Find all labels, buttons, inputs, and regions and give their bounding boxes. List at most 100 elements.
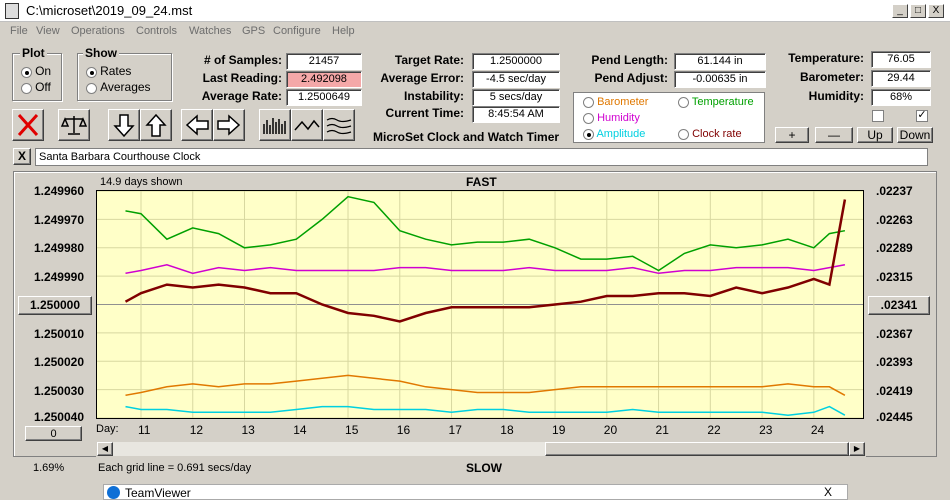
scroll-thumb[interactable] — [545, 442, 849, 456]
temperature-option[interactable]: Temperature — [678, 96, 754, 108]
balance-button[interactable] — [58, 109, 90, 141]
series-line-barometer — [125, 374, 846, 397]
instability-label: Instability: — [403, 89, 464, 103]
barometer-env-label: Barometer: — [799, 70, 864, 84]
target-rate-field[interactable]: 1.2500000 — [472, 53, 560, 70]
series-line-temperature — [125, 195, 846, 272]
fast-label: FAST — [466, 175, 497, 189]
menu-file[interactable]: File — [10, 25, 28, 37]
clear-clock-button[interactable]: X — [13, 148, 31, 165]
right-axis-tick: .02289 — [876, 241, 913, 255]
current-time-field: 8:45:54 AM — [472, 106, 560, 123]
arrow-left-icon — [185, 114, 209, 136]
day-tick-label: 24 — [810, 423, 825, 437]
teamviewer-icon — [107, 486, 120, 499]
humidity-env-label: Humidity: — [808, 89, 864, 103]
teamviewer-title: TeamViewer — [125, 486, 191, 500]
maximize-button[interactable]: □ — [910, 4, 926, 18]
close-button[interactable]: X — [928, 4, 944, 18]
show-averages-option[interactable]: Averages — [86, 80, 151, 94]
plot-off-option[interactable]: Off — [21, 80, 51, 94]
humidity-radio[interactable] — [583, 112, 594, 124]
down-arrow-button[interactable] — [108, 109, 140, 141]
up-arrow-button[interactable] — [140, 109, 172, 141]
right-axis-tick: .02263 — [876, 213, 913, 227]
humidity-option[interactable]: Humidity — [583, 112, 640, 124]
series-line-clock-rate — [124, 199, 847, 323]
humidity-label: Humidity — [597, 112, 640, 124]
scroll-right-arrow[interactable]: ▶ — [849, 442, 865, 456]
samples-field: 21457 — [286, 53, 362, 70]
plot-off-label: Off — [35, 80, 51, 94]
plus-button[interactable]: + — [775, 127, 809, 143]
show-rates-option[interactable]: Rates — [86, 64, 131, 78]
teamviewer-window-bar[interactable]: TeamViewer X — [103, 484, 848, 500]
amplitude-radio[interactable] — [583, 128, 594, 140]
minus-button[interactable]: — — [815, 127, 853, 143]
zero-button[interactable]: 0 — [25, 426, 82, 441]
bar-chart-icon — [263, 118, 286, 134]
option-checkbox-2[interactable]: ✓ — [916, 109, 928, 122]
up-button[interactable]: Up — [857, 127, 893, 143]
window-title: C:\microset\2019_09_24.mst — [26, 3, 193, 18]
minimize-button[interactable]: _ — [892, 4, 908, 18]
down-button[interactable]: Down — [897, 127, 933, 143]
left-axis-center-button[interactable]: 1.250000 — [18, 296, 92, 315]
average-rate-field: 1.2500649 — [286, 89, 362, 106]
multi-line-view-button[interactable] — [323, 109, 355, 141]
right-axis-tick: .02237 — [876, 184, 913, 198]
day-axis: 11 12 13 14 15 16 17 18 19 20 21 22 23 24 — [0, 423, 950, 437]
plot-on-radio[interactable] — [21, 66, 32, 78]
menu-watches[interactable]: Watches — [189, 25, 232, 37]
right-axis-center-button[interactable]: .02341 — [868, 296, 930, 315]
right-axis-tick: .02445 — [876, 410, 913, 424]
teamviewer-close-button[interactable]: X — [824, 485, 833, 499]
chart-scrollbar[interactable]: ◀ ▶ — [96, 441, 866, 457]
barometer-env-field: 29.44 — [871, 70, 931, 87]
right-arrow-button[interactable] — [213, 109, 245, 141]
scroll-left-arrow[interactable]: ◀ — [97, 442, 113, 456]
rate-chart — [97, 190, 863, 419]
clock-rate-radio[interactable] — [678, 128, 689, 140]
plot-off-radio[interactable] — [21, 82, 32, 94]
temperature-env-field: 76.05 — [871, 51, 931, 68]
menu-configure[interactable]: Configure — [273, 25, 321, 37]
menu-controls[interactable]: Controls — [136, 25, 177, 37]
show-rates-radio[interactable] — [86, 66, 97, 78]
line-view-button[interactable] — [291, 109, 323, 141]
plot-area — [96, 190, 864, 419]
stop-button[interactable] — [12, 109, 44, 141]
day-tick-label: 15 — [345, 423, 359, 437]
menu-gps[interactable]: GPS — [242, 25, 266, 37]
series-line-humidity — [125, 264, 846, 275]
average-rate-label: Average Rate: — [201, 89, 282, 103]
pend-adjust-field[interactable]: -0.00635 in — [674, 71, 766, 88]
amplitude-option[interactable]: Amplitude — [583, 128, 645, 140]
slow-label: SLOW — [466, 461, 502, 475]
bars-view-button[interactable] — [259, 109, 291, 141]
barometer-option[interactable]: Barometer — [583, 96, 648, 108]
samples-label: # of Samples: — [203, 53, 282, 67]
left-axis-tick: 1.250010 — [33, 327, 84, 341]
left-axis-tick: 1.250030 — [33, 384, 84, 398]
left-arrow-button[interactable] — [181, 109, 213, 141]
last-reading-field: 2.492098 — [286, 71, 362, 88]
day-tick-label: 13 — [241, 423, 255, 437]
day-tick-label: 17 — [448, 423, 462, 437]
pend-adjust-label: Pend Adjust: — [594, 71, 668, 85]
menu-view[interactable]: View — [36, 25, 60, 37]
menu-operations[interactable]: Operations — [71, 25, 125, 37]
plot-on-option[interactable]: On — [21, 64, 51, 78]
pend-length-label: Pend Length: — [591, 53, 668, 67]
temperature-radio[interactable] — [678, 96, 689, 108]
clock-rate-option[interactable]: Clock rate — [678, 128, 742, 140]
option-checkbox-1[interactable] — [872, 110, 884, 122]
clock-name-field[interactable]: Santa Barbara Courthouse Clock — [35, 148, 928, 166]
days-shown-label: 14.9 days shown — [100, 176, 183, 188]
show-averages-radio[interactable] — [86, 82, 97, 94]
left-axis-tick: 1.249970 — [33, 213, 84, 227]
series-select-box — [573, 92, 765, 143]
barometer-radio[interactable] — [583, 96, 594, 108]
pend-length-field[interactable]: 61.144 in — [674, 53, 766, 70]
menu-help[interactable]: Help — [332, 25, 355, 37]
